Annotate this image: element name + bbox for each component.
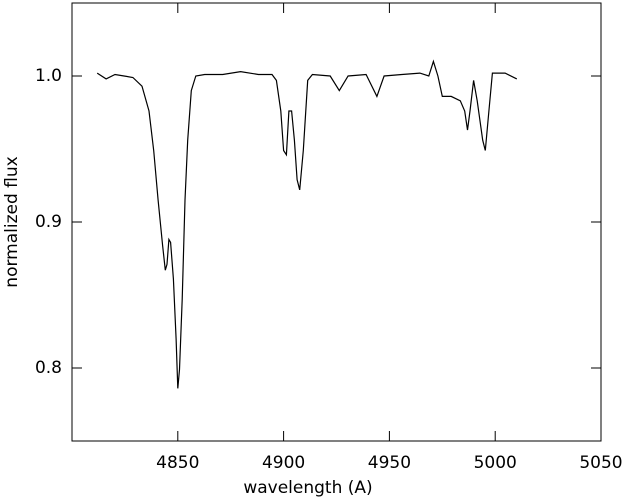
x-tick-label: 4850 <box>156 453 199 473</box>
x-tick-label: 5050 <box>579 453 622 473</box>
x-tick-label: 4950 <box>368 453 411 473</box>
x-tick-label: 4900 <box>262 453 305 473</box>
x-tick-label: 5000 <box>474 453 517 473</box>
y-axis-label: normalized flux <box>2 156 22 287</box>
plot-frame <box>71 2 602 442</box>
spectrum-line <box>96 59 518 389</box>
x-axis-label: wavelength (A) <box>243 478 372 498</box>
y-tick-label: 0.9 <box>35 212 62 232</box>
y-tick-label: 0.8 <box>35 358 62 378</box>
y-tick-label: 1.0 <box>35 66 62 86</box>
